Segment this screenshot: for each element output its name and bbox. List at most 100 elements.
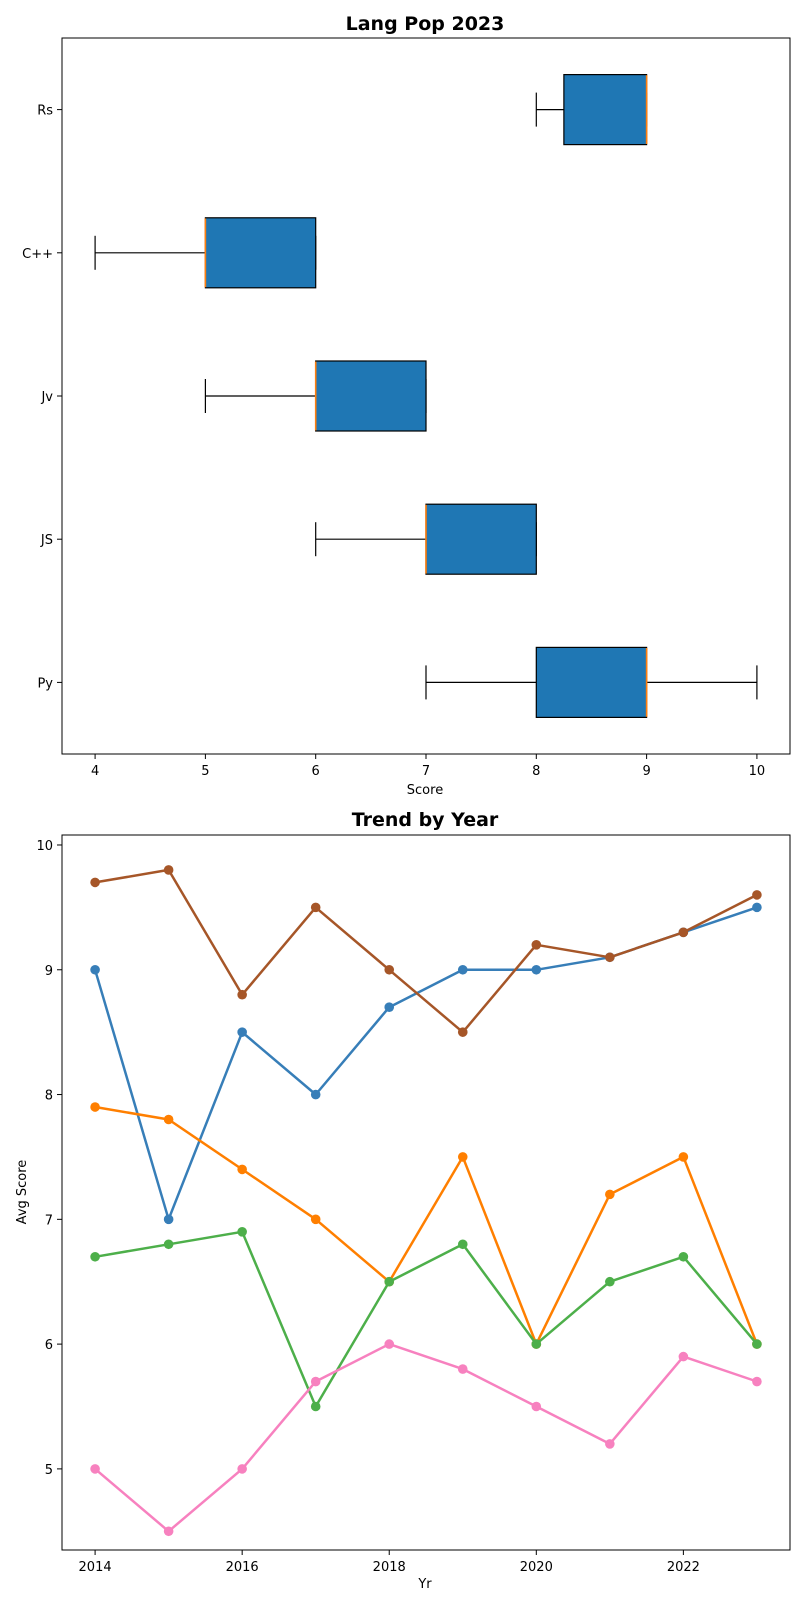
series-point <box>678 1251 689 1262</box>
series-5 <box>90 865 762 1037</box>
series-point <box>752 1376 762 1387</box>
box-y-tick-label: Rs <box>37 104 53 119</box>
line-marks <box>90 865 762 1537</box>
box-iqr <box>204 217 317 289</box>
box-x-tick-label: 6 <box>312 764 320 779</box>
series-point <box>457 1239 468 1250</box>
series-point <box>310 1401 321 1412</box>
box-iqr <box>425 503 537 575</box>
series-point <box>531 1339 542 1349</box>
box-chart-title: Lang Pop 2023 <box>346 13 505 35</box>
series-point <box>384 1276 395 1287</box>
series-3 <box>90 1227 762 1412</box>
box-y-tick-label: JS <box>40 533 53 548</box>
box-5 <box>535 73 648 146</box>
line-x-tick-label: 2018 <box>373 1560 406 1575</box>
box-y-tick-label: Jv <box>40 390 53 405</box>
box-marks <box>94 73 758 719</box>
series-line <box>94 1105 759 1346</box>
series-point <box>237 1027 247 1037</box>
box-x-tick-label: 9 <box>642 764 650 779</box>
line-chart: Trend by Year 2014 2016 2018 2020 2022 5 6 7 8 9… <box>15 809 791 1592</box>
series-point <box>310 1214 321 1225</box>
line-y-tick-label: 10 <box>36 839 53 854</box>
box-chart: Lang Pop 2023 4 5 6 7 8 9 10 Py JS Jv C++ Rs Score <box>22 13 791 798</box>
series-point <box>531 964 542 975</box>
series-point <box>90 964 100 975</box>
series-point <box>384 1002 395 1012</box>
series-point <box>90 1251 100 1262</box>
series-point <box>605 952 615 963</box>
series-point <box>457 1364 468 1374</box>
series-point <box>531 940 542 950</box>
series-point <box>90 1102 100 1112</box>
series-point <box>752 902 762 913</box>
series-point <box>752 1339 762 1349</box>
series-point <box>163 865 174 875</box>
box-x-tick-label: 4 <box>91 764 99 779</box>
series-point <box>605 1189 615 1200</box>
series-point <box>678 1351 689 1362</box>
series-line <box>94 868 758 1034</box>
line-y-tick-label: 9 <box>45 964 53 979</box>
box-x-tick-label: 8 <box>532 764 540 779</box>
series-point <box>163 1239 174 1250</box>
line-chart-ylabel: Avg Score <box>15 1160 30 1225</box>
box-2 <box>315 503 537 575</box>
series-line <box>94 1342 758 1533</box>
series-point <box>605 1276 615 1287</box>
box-iqr <box>563 73 648 146</box>
series-point <box>163 1114 174 1125</box>
series-line <box>94 1230 758 1408</box>
line-chart-xlabel: Yr <box>417 1577 432 1592</box>
box-chart-xlabel: Score <box>407 783 443 798</box>
line-y-tick-label: 5 <box>45 1463 53 1478</box>
series-4 <box>90 1339 762 1537</box>
series-point <box>237 1464 247 1474</box>
series-point <box>310 902 321 913</box>
series-point <box>752 890 762 900</box>
series-point <box>384 1339 395 1349</box>
series-point <box>163 1214 174 1225</box>
box-x-ticks: 4 5 6 7 8 9 10 <box>91 754 765 779</box>
line-chart-frame <box>61 834 791 1551</box>
line-y-ticks: 5 6 7 8 9 10 <box>36 839 62 1478</box>
line-y-tick-label: 8 <box>45 1089 53 1104</box>
line-x-tick-label: 2022 <box>667 1560 700 1575</box>
box-iqr <box>315 360 427 432</box>
series-point <box>237 1164 247 1175</box>
series-point <box>678 927 689 938</box>
box-y-tick-label: C++ <box>22 247 53 262</box>
box-iqr <box>535 646 648 719</box>
series-point <box>605 1439 615 1449</box>
box-1 <box>425 646 758 719</box>
line-x-tick-label: 2014 <box>79 1560 112 1575</box>
line-x-tick-label: 2020 <box>520 1560 553 1575</box>
series-point <box>163 1526 174 1537</box>
series-point <box>457 1152 468 1162</box>
line-y-tick-label: 7 <box>45 1213 53 1228</box>
series-point <box>678 1152 689 1162</box>
series-point <box>90 1464 100 1474</box>
line-chart-title: Trend by Year <box>352 809 499 831</box>
box-y-tick-label: Py <box>37 676 53 691</box>
box-x-tick-label: 7 <box>422 764 430 779</box>
series-point <box>237 989 247 1000</box>
series-point <box>457 1027 468 1037</box>
box-x-tick-label: 5 <box>201 764 209 779</box>
series-point <box>310 1376 321 1387</box>
series-point <box>531 1401 542 1412</box>
box-3 <box>204 360 427 432</box>
series-point <box>310 1089 321 1100</box>
line-x-tick-label: 2016 <box>226 1560 259 1575</box>
series-point <box>457 964 468 975</box>
series-point <box>90 877 100 888</box>
series-point <box>237 1227 247 1237</box>
box-4 <box>94 217 317 289</box>
line-y-tick-label: 6 <box>45 1338 53 1353</box>
line-x-ticks: 2014 2016 2018 2020 2022 <box>79 1550 700 1575</box>
box-y-ticks: Py JS Jv C++ Rs <box>22 104 62 691</box>
box-x-tick-label: 10 <box>749 764 766 779</box>
